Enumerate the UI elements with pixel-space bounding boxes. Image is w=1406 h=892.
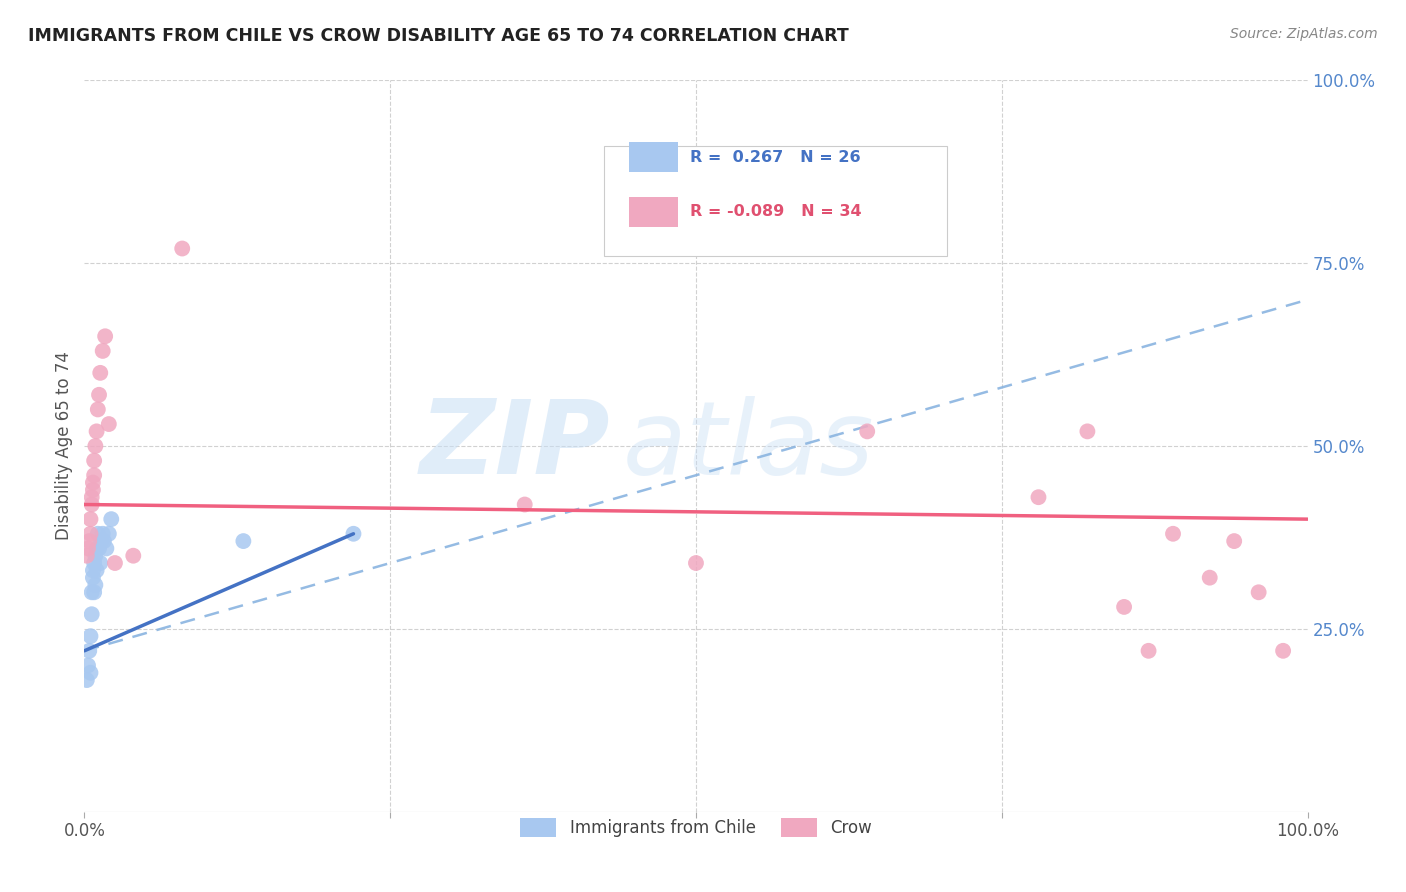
Y-axis label: Disability Age 65 to 74: Disability Age 65 to 74	[55, 351, 73, 541]
Point	[122, 549, 145, 563]
Point	[77, 534, 100, 549]
Point	[1076, 425, 1098, 439]
Point	[76, 549, 98, 563]
Point	[80, 498, 103, 512]
Point	[91, 343, 114, 358]
Point	[80, 490, 103, 504]
Point	[77, 644, 100, 658]
Point	[97, 417, 120, 431]
Point	[342, 526, 364, 541]
Point	[96, 541, 118, 556]
Point	[87, 541, 110, 556]
Point	[856, 425, 879, 439]
Point	[84, 549, 107, 563]
Point	[1114, 599, 1136, 614]
Point	[172, 242, 194, 256]
Point	[1198, 571, 1220, 585]
Point	[83, 453, 105, 467]
Point	[80, 607, 103, 622]
Point	[513, 498, 536, 512]
Bar	[628, 143, 678, 171]
Point	[79, 512, 101, 526]
Point	[87, 526, 110, 541]
Point	[93, 534, 115, 549]
Point	[86, 541, 108, 556]
Text: atlas: atlas	[623, 396, 875, 496]
Point	[1272, 644, 1295, 658]
FancyBboxPatch shape	[605, 146, 946, 256]
Point	[77, 541, 100, 556]
Point	[1161, 526, 1184, 541]
Text: Source: ZipAtlas.com: Source: ZipAtlas.com	[1230, 27, 1378, 41]
Point	[79, 526, 101, 541]
Point	[232, 534, 254, 549]
Point	[685, 556, 707, 570]
Point	[77, 658, 100, 673]
Point	[89, 556, 111, 570]
Point	[79, 665, 101, 680]
Point	[82, 563, 104, 577]
Point	[86, 425, 108, 439]
Point	[1137, 644, 1160, 658]
Point	[100, 512, 122, 526]
Point	[1028, 490, 1050, 504]
Point	[76, 673, 98, 687]
Point	[82, 571, 104, 585]
Text: R =  0.267   N = 26: R = 0.267 N = 26	[690, 150, 860, 165]
Point	[104, 556, 127, 570]
Bar	[628, 197, 678, 227]
Point	[97, 526, 120, 541]
Point	[84, 578, 107, 592]
Point	[94, 329, 117, 343]
Point	[82, 483, 104, 497]
Point	[1223, 534, 1246, 549]
Point	[89, 366, 111, 380]
Point	[91, 526, 114, 541]
Point	[83, 556, 105, 570]
Point	[87, 388, 110, 402]
Text: IMMIGRANTS FROM CHILE VS CROW DISABILITY AGE 65 TO 74 CORRELATION CHART: IMMIGRANTS FROM CHILE VS CROW DISABILITY…	[28, 27, 849, 45]
Point	[83, 468, 105, 483]
Point	[79, 629, 101, 643]
Legend: Immigrants from Chile, Crow: Immigrants from Chile, Crow	[513, 811, 879, 844]
Point	[84, 439, 107, 453]
Point	[90, 534, 112, 549]
Point	[1247, 585, 1270, 599]
Point	[83, 585, 105, 599]
Point	[87, 402, 110, 417]
Point	[86, 563, 108, 577]
Point	[82, 475, 104, 490]
Point	[80, 585, 103, 599]
Text: R = -0.089   N = 34: R = -0.089 N = 34	[690, 204, 862, 219]
Text: ZIP: ZIP	[420, 395, 610, 497]
